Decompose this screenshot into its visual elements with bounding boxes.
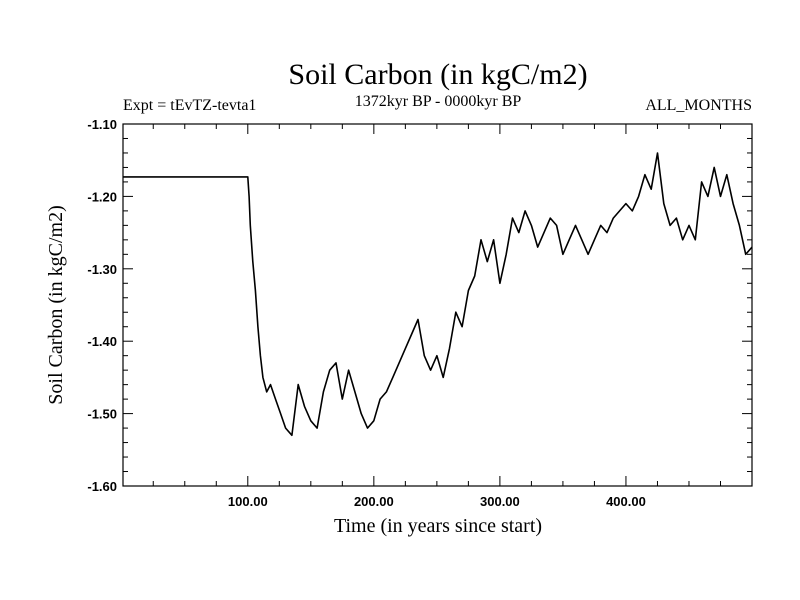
- y-tick-label: -1.40: [87, 334, 117, 349]
- y-tick-label: -1.10: [87, 117, 117, 132]
- y-axis-ticks: [123, 123, 752, 487]
- time-range-label: 1372kyr BP - 0000kyr BP: [355, 93, 522, 110]
- x-tick-label: 400.00: [606, 494, 646, 509]
- plot-frame: [122, 123, 753, 487]
- y-tick-label: -1.20: [87, 189, 117, 204]
- chart-title: Soil Carbon (in kgC/m2): [288, 58, 587, 91]
- x-axis-title: Time (in years since start): [334, 515, 542, 537]
- y-axis-title: Soil Carbon (in kgC/m2): [45, 205, 67, 404]
- experiment-label: Expt = tEvTZ-tevta1: [123, 97, 256, 114]
- x-tick-label: 100.00: [228, 494, 268, 509]
- x-tick-label: 300.00: [480, 494, 520, 509]
- series-line-soil-carbon: [123, 152, 753, 437]
- x-tick-label: 200.00: [354, 494, 394, 509]
- x-axis-tick-labels: 100.00 200.00 300.00 400.00: [228, 494, 646, 509]
- x-axis-ticks: [152, 124, 721, 486]
- y-tick-label: -1.50: [87, 407, 117, 422]
- y-tick-label: -1.30: [87, 262, 117, 277]
- y-axis-tick-labels: -1.10 -1.20 -1.30 -1.40 -1.50 -1.60: [87, 117, 117, 494]
- months-label: ALL_MONTHS: [645, 97, 752, 114]
- y-tick-label: -1.60: [87, 479, 117, 494]
